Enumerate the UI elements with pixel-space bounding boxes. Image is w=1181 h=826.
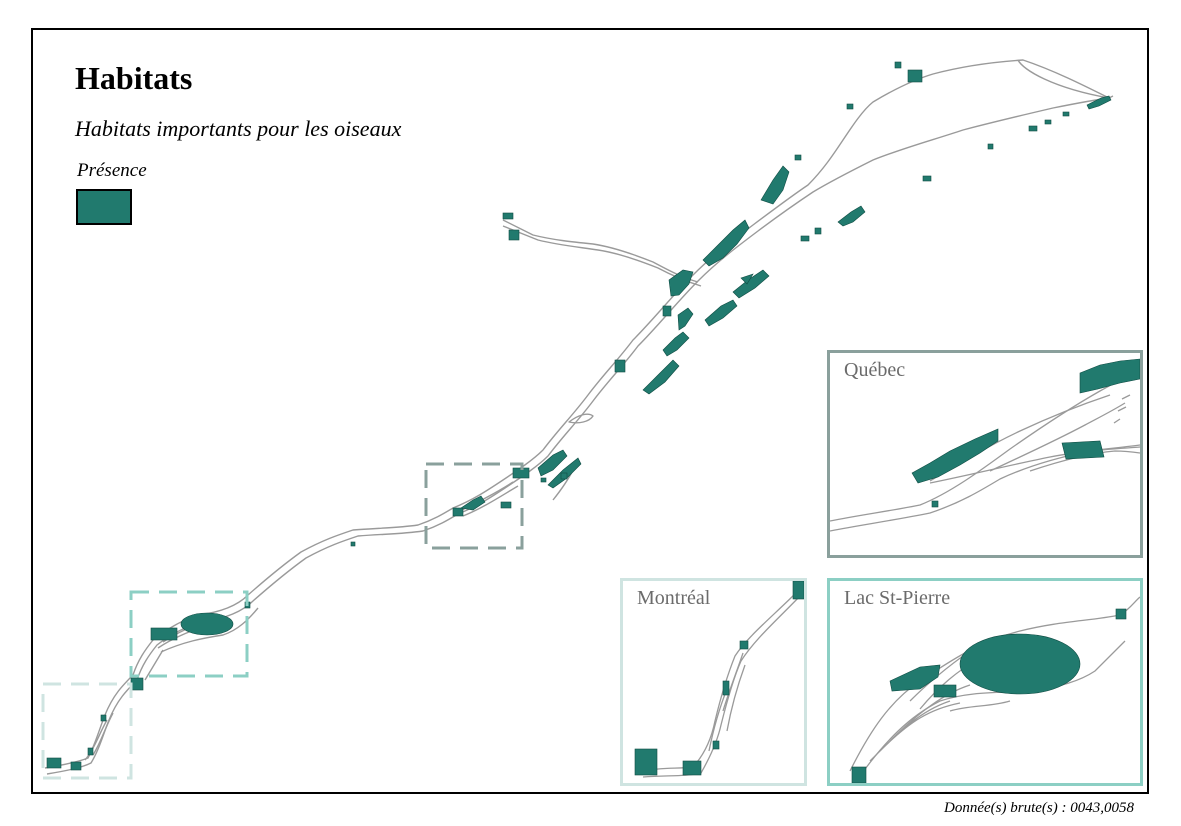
inset-extent-boxes	[41, 462, 524, 780]
inset-lac-st-pierre-label: Lac St-Pierre	[844, 587, 951, 609]
legend-swatch-presence	[76, 189, 132, 225]
inset-quebec-label: Québec	[844, 359, 906, 381]
inset-quebec[interactable]: Québec	[827, 350, 1143, 558]
extent-box-montreal	[41, 682, 133, 780]
habitat-patches	[46, 61, 1112, 771]
extent-box-lac-st-pierre	[129, 590, 249, 678]
inset-lac-st-pierre[interactable]: Lac St-Pierre	[827, 578, 1143, 786]
inset-montreal-map	[634, 581, 804, 778]
inset-lac-st-pierre-map	[849, 596, 1140, 783]
main-map[interactable]	[33, 30, 1147, 792]
map-title: Habitats	[75, 60, 193, 96]
inset-quebec-map	[830, 358, 1140, 532]
extent-box-quebec	[424, 462, 524, 550]
source-note: Donnée(s) brute(s) : 0043,0058	[944, 800, 1134, 816]
inset-montreal[interactable]: Montréal	[620, 578, 807, 786]
map-subtitle: Habitats importants pour les oiseaux	[75, 116, 402, 141]
legend-title: Présence	[77, 160, 147, 181]
inset-montreal-label: Montréal	[637, 587, 711, 609]
map-frame: Québec Montréal	[31, 28, 1149, 794]
